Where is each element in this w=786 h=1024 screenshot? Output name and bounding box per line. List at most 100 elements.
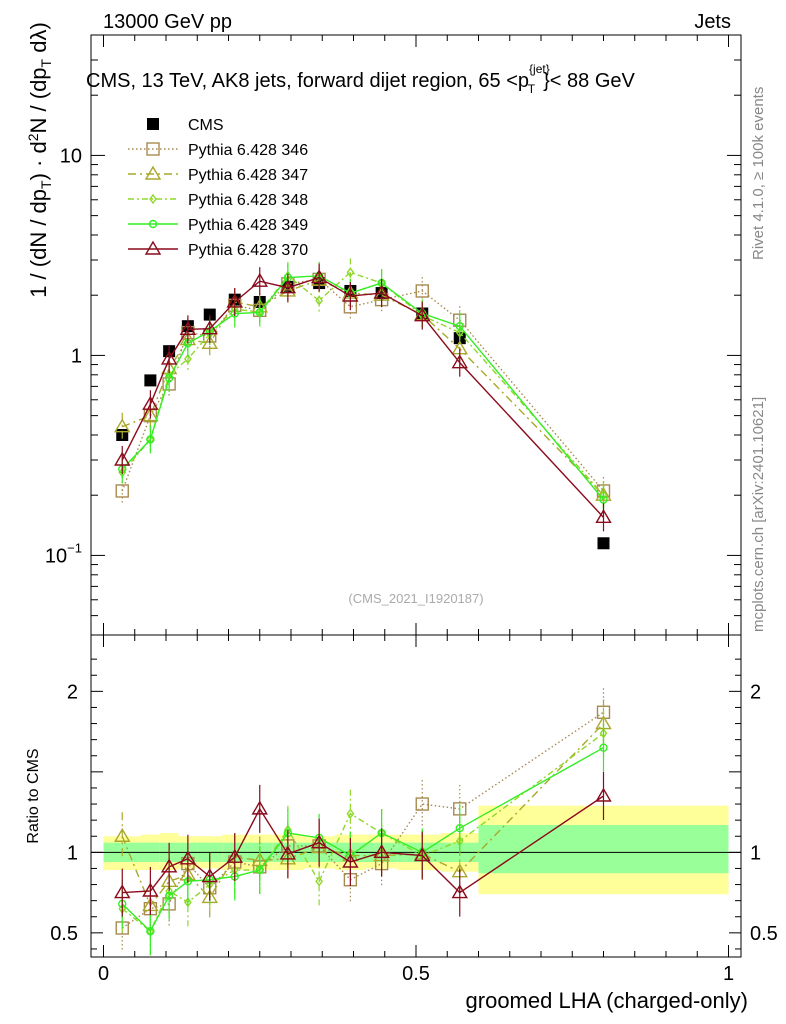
legend-label-cms: CMS xyxy=(188,117,224,134)
legend-item-p346: Pythia 6.428 346 xyxy=(128,142,308,159)
x-tick-label: 1 xyxy=(723,963,734,985)
ratio-point-p349-13 xyxy=(599,743,608,752)
legend-marker-p346 xyxy=(146,142,160,156)
ratio-point-p370-9 xyxy=(342,853,359,868)
point-p370-3 xyxy=(179,320,197,336)
ratio-series-layer xyxy=(114,688,612,956)
point-p346-0 xyxy=(115,484,129,498)
ratio-point-p370-8 xyxy=(310,834,328,849)
ratio-point-p370-4 xyxy=(201,868,218,883)
legend-item-p349: Pythia 6.428 349 xyxy=(128,217,308,234)
legend-item-p370: Pythia 6.428 370 xyxy=(128,240,308,259)
legend-label-p347: Pythia 6.428 347 xyxy=(188,167,308,184)
ratio-frame xyxy=(90,634,742,958)
ratio-y-tick-label-right: 0.5 xyxy=(750,923,778,945)
ratio-series-p370 xyxy=(114,772,612,917)
point-p349-13 xyxy=(599,495,608,504)
point-p347-0 xyxy=(114,418,131,433)
point-p349-2 xyxy=(164,373,174,383)
ratio-y-tick-label-left: 1 xyxy=(67,842,78,864)
point-p348-8 xyxy=(315,295,323,306)
ratio-point-p348-8 xyxy=(315,876,323,887)
legend-label-p346: Pythia 6.428 346 xyxy=(188,142,308,159)
band-stat-13 xyxy=(478,824,729,874)
point-p370-13 xyxy=(595,508,612,524)
header-left: 13000 GeV pp xyxy=(103,11,232,33)
legend-label-p349: Pythia 6.428 349 xyxy=(188,217,308,234)
point-p370-0 xyxy=(114,451,131,466)
point-p370-12 xyxy=(451,354,468,369)
point-p370-7 xyxy=(279,279,297,294)
series-cms xyxy=(116,277,610,550)
ratio-point-p370-12 xyxy=(451,884,468,899)
ratio-y-tick-label-right: 1 xyxy=(750,842,761,864)
legend-marker-p370 xyxy=(144,240,162,255)
ratio-y-tick-label-right: 2 xyxy=(750,681,761,703)
x-axis-label: groomed LHA (charged-only) xyxy=(466,988,748,1013)
point-p370-6 xyxy=(251,272,268,287)
ratio-point-p348-9 xyxy=(346,808,355,819)
main-y-tick-label: 10−1 xyxy=(45,540,82,567)
ratio-point-p370-3 xyxy=(179,850,197,865)
legend-marker-cms xyxy=(147,118,159,130)
main-title: CMS, 13 TeV, AK8 jets, forward dijet reg… xyxy=(86,62,635,96)
ratio-y-tick-label-left: 0.5 xyxy=(50,923,78,945)
side-label-rivet: Rivet 4.1.0, ≥ 100k events xyxy=(750,87,767,260)
ratio-point-p349-12 xyxy=(455,824,464,833)
point-p346-11 xyxy=(415,284,429,298)
point-p370-4 xyxy=(201,320,218,335)
ratio-point-p348-3 xyxy=(184,897,192,908)
ratio-point-p370-13 xyxy=(595,787,612,802)
series-p349 xyxy=(118,261,608,514)
x-tick-label: 0 xyxy=(98,963,109,985)
point-cms-1 xyxy=(144,374,157,387)
series-p348 xyxy=(118,258,608,510)
point-p370-1 xyxy=(142,395,159,410)
point-p370-8 xyxy=(310,269,328,284)
ratio-point-p347-0 xyxy=(114,827,131,842)
series-p370 xyxy=(114,263,612,532)
legend-marker-p349 xyxy=(148,219,158,229)
point-p349-6 xyxy=(255,308,264,317)
svg-text:1 / (dN / dpT) · d2N / (dpT dλ: 1 / (dN / dpT) · d2N / (dpT dλ) xyxy=(25,22,54,298)
series-p347 xyxy=(114,266,612,510)
main-y-tick-label: 10 xyxy=(60,145,82,167)
series-line-p347 xyxy=(121,279,604,496)
point-p370-2 xyxy=(160,350,178,365)
legend-item-cms: CMS xyxy=(147,117,224,134)
point-cms-4 xyxy=(203,308,216,321)
series-line-p346 xyxy=(121,278,605,492)
point-p348-3 xyxy=(184,353,192,365)
ratio-point-p370-1 xyxy=(142,882,159,897)
legend-marker-p348 xyxy=(149,193,157,205)
main-y-tick-label: 1 xyxy=(71,345,82,367)
ratio-y-tick-label-left: 2 xyxy=(67,681,78,703)
legend-label-p370: Pythia 6.428 370 xyxy=(188,242,308,259)
ratio-ylabel: Ratio to CMS xyxy=(25,748,42,843)
ratio-point-p370-6 xyxy=(251,800,268,815)
legend-marker-p347 xyxy=(144,165,162,180)
ratio-point-p349-2 xyxy=(164,891,174,901)
ratio-point-p370-5 xyxy=(226,848,243,863)
point-p347-4 xyxy=(201,334,218,349)
ratio-point-p349-6 xyxy=(255,865,264,875)
main-series-layer xyxy=(114,258,612,550)
ratio-point-p370-11 xyxy=(414,847,431,862)
series-line-p370 xyxy=(121,276,605,518)
axis-ticks: 0 0.5 1 10−1 1 10 0.5 0.5 1 1 2 2 xyxy=(45,34,778,985)
legend-label-p348: Pythia 6.428 348 xyxy=(188,192,308,209)
point-p349-1 xyxy=(146,435,155,444)
ratio-point-p349-1 xyxy=(146,927,155,936)
legend-item-p347: Pythia 6.428 347 xyxy=(128,165,308,184)
series-line-p348 xyxy=(121,271,605,496)
point-cms-13 xyxy=(597,537,610,550)
series-line-p349 xyxy=(121,275,605,501)
point-p370-5 xyxy=(226,293,243,308)
ratio-point-p370-7 xyxy=(279,845,297,860)
ratio-point-p370-10 xyxy=(373,843,390,859)
point-p370-11 xyxy=(414,307,431,322)
ratio-point-p346-11 xyxy=(415,797,429,811)
series-p346 xyxy=(115,265,611,505)
main-ylabel: 1 / (dN / dpT) · d2N / (dpT dλ) xyxy=(25,22,54,298)
